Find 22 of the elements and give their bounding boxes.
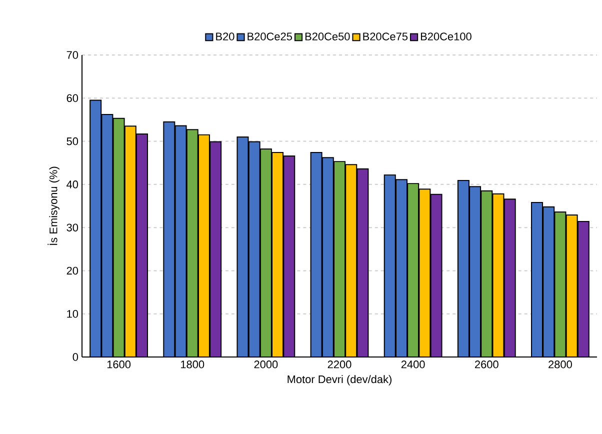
x-tick-label: 2200 [328, 360, 352, 368]
x-tick-label: 2400 [401, 360, 425, 368]
legend-label: B20 [216, 32, 234, 40]
y-tick-label: 10 [67, 310, 78, 318]
y-tick-label: 40 [66, 180, 78, 188]
legend-label: B20Ce25 [248, 32, 292, 40]
x-tick-label: 1800 [180, 360, 204, 368]
y-tick-label: 50 [66, 137, 78, 146]
legend-label: B20Ce75 [363, 32, 408, 40]
x-axis-title: Motor Devri (dev/dak) [288, 375, 392, 386]
y-tick-label: 0 [72, 353, 78, 361]
legend-label: B20Ce100 [420, 32, 472, 40]
y-tick-label: 70 [66, 51, 78, 59]
x-tick-label: 2600 [475, 360, 498, 368]
x-tick-label: 1600 [107, 360, 131, 368]
y-tick-label: 30 [66, 224, 78, 232]
y-axis-title: İs Emisyonu (%) [48, 166, 60, 245]
y-tick-label: 60 [66, 94, 78, 102]
y-tick-label: 20 [66, 266, 78, 275]
x-tick-label: 2000 [254, 360, 278, 368]
legend-label: B20Ce50 [305, 32, 350, 40]
x-tick-label: 2800 [548, 360, 572, 368]
